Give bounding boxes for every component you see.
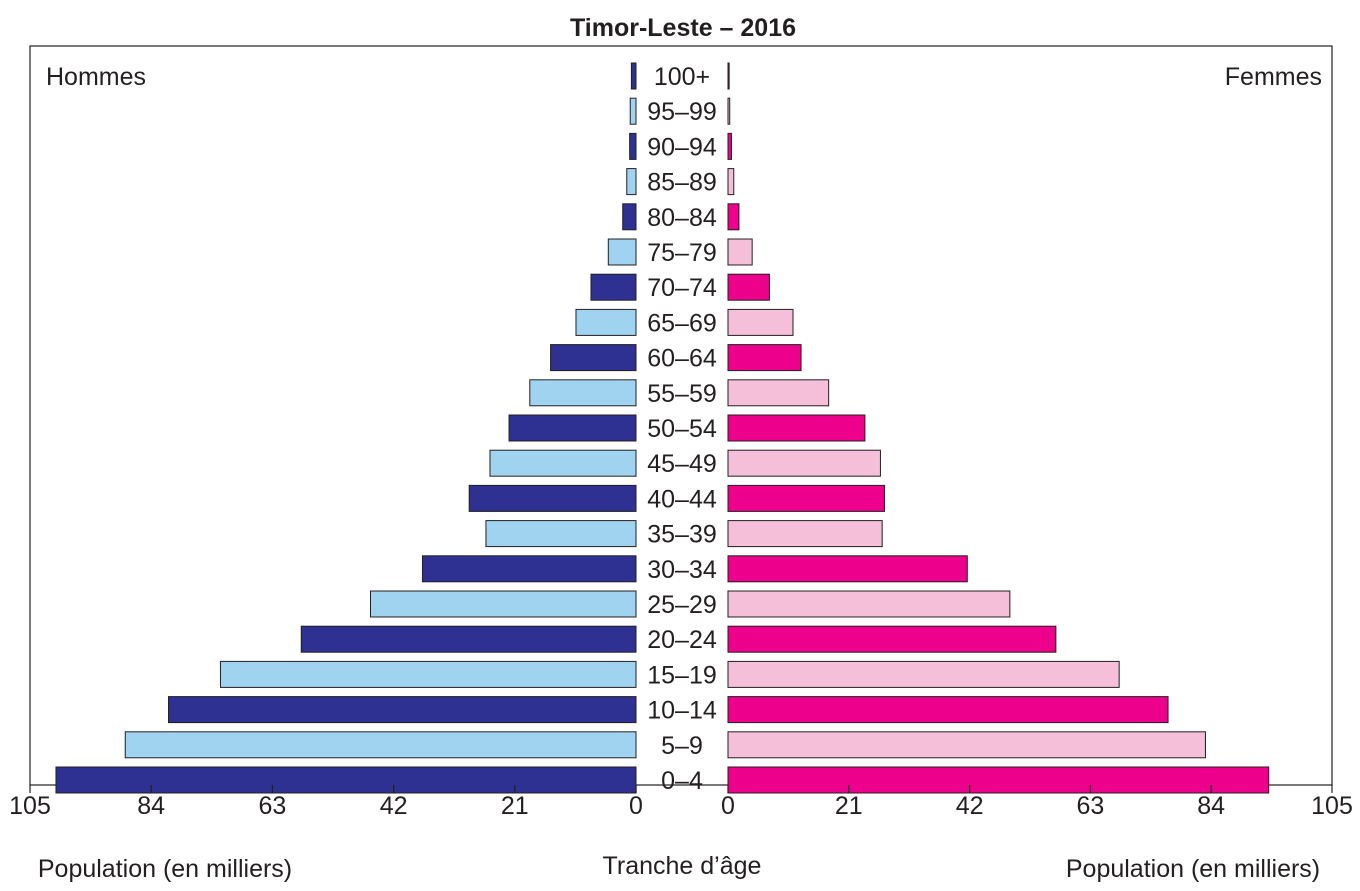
age-axis-label: Tranche d’âge bbox=[603, 852, 762, 880]
male-bar bbox=[630, 62, 637, 90]
male-bar bbox=[626, 168, 637, 196]
male-bar bbox=[485, 520, 637, 548]
right-tick-label: 42 bbox=[956, 792, 984, 820]
female-bar bbox=[727, 308, 794, 336]
female-bar bbox=[727, 414, 866, 442]
age-group-label: 90–94 bbox=[647, 133, 717, 161]
male-bar bbox=[550, 344, 637, 372]
male-bar bbox=[219, 660, 637, 688]
right-tick-label: 21 bbox=[835, 792, 863, 820]
left-tick-label: 42 bbox=[380, 792, 408, 820]
age-group-label: 55–59 bbox=[647, 380, 717, 408]
male-bar bbox=[607, 238, 637, 266]
age-group-label: 0–4 bbox=[661, 767, 703, 795]
age-group-label: 45–49 bbox=[647, 450, 717, 478]
female-bar bbox=[727, 555, 968, 583]
age-group-label: 100+ bbox=[654, 63, 710, 91]
x-axis-ticks: 105 84 63 42 21 0 0 21 42 63 84 105 bbox=[9, 785, 1353, 820]
age-group-label: 60–64 bbox=[647, 345, 717, 373]
male-bars bbox=[55, 62, 637, 794]
male-bar bbox=[575, 308, 637, 336]
female-bar bbox=[727, 696, 1169, 724]
age-group-label: 75–79 bbox=[647, 239, 717, 267]
age-group-label: 85–89 bbox=[647, 169, 717, 197]
female-bar bbox=[727, 97, 731, 125]
male-panel-label: Hommes bbox=[46, 63, 146, 91]
left-tick-label: 21 bbox=[501, 792, 529, 820]
male-bar bbox=[629, 97, 637, 125]
female-bar bbox=[727, 625, 1057, 653]
age-group-label: 80–84 bbox=[647, 204, 717, 232]
female-bar bbox=[727, 484, 885, 512]
right-tick-label: 63 bbox=[1076, 792, 1104, 820]
age-group-label: 50–54 bbox=[647, 415, 717, 443]
male-bar bbox=[300, 625, 637, 653]
male-bar bbox=[421, 555, 637, 583]
age-group-label: 40–44 bbox=[647, 485, 717, 513]
plot-border bbox=[29, 45, 1333, 786]
age-group-label: 10–14 bbox=[647, 697, 717, 725]
age-group-label: 70–74 bbox=[647, 274, 717, 302]
right-tick-label: 84 bbox=[1197, 792, 1225, 820]
female-bar bbox=[727, 62, 730, 90]
male-bar bbox=[55, 766, 637, 794]
female-bar bbox=[727, 238, 753, 266]
left-tick-label: 0 bbox=[629, 792, 643, 820]
age-group-label: 25–29 bbox=[647, 591, 717, 619]
left-tick-label: 105 bbox=[9, 792, 51, 820]
age-group-label: 5–9 bbox=[661, 732, 703, 760]
female-bar bbox=[727, 273, 770, 301]
right-tick-label: 0 bbox=[721, 792, 735, 820]
male-bar bbox=[124, 731, 637, 759]
male-bar bbox=[508, 414, 637, 442]
female-bar bbox=[727, 203, 740, 231]
female-bar bbox=[727, 379, 830, 407]
age-group-labels: 100+ 95–99 90–94 85–89 80–84 75–79 70–74 65–69 6… bbox=[647, 63, 717, 795]
left-tick-label: 84 bbox=[137, 792, 165, 820]
female-bar bbox=[727, 168, 735, 196]
male-bar bbox=[468, 484, 637, 512]
male-bar bbox=[370, 590, 637, 618]
age-group-label: 30–34 bbox=[647, 556, 717, 584]
x-axis-label-right: Population (en milliers) bbox=[1066, 855, 1320, 883]
female-panel-label: Femmes bbox=[1225, 63, 1322, 91]
male-bar bbox=[622, 203, 637, 231]
male-bar bbox=[529, 379, 637, 407]
female-bar bbox=[727, 590, 1011, 618]
right-tick-label: 105 bbox=[1311, 792, 1353, 820]
age-group-label: 35–39 bbox=[647, 521, 717, 549]
female-bar bbox=[727, 132, 732, 160]
male-bar bbox=[590, 273, 637, 301]
female-bar bbox=[727, 660, 1120, 688]
female-bar bbox=[727, 520, 883, 548]
female-bars bbox=[727, 62, 1270, 794]
age-group-label: 20–24 bbox=[647, 626, 717, 654]
left-tick-label: 63 bbox=[258, 792, 286, 820]
male-bar bbox=[629, 132, 637, 160]
chart-title: Timor-Leste – 2016 bbox=[570, 14, 796, 42]
female-bar bbox=[727, 449, 881, 477]
age-group-label: 95–99 bbox=[647, 98, 717, 126]
age-group-label: 15–19 bbox=[647, 661, 717, 689]
female-bar bbox=[727, 344, 802, 372]
male-bar bbox=[168, 696, 637, 724]
female-bar bbox=[727, 766, 1270, 794]
female-bar bbox=[727, 731, 1206, 759]
age-group-label: 65–69 bbox=[647, 309, 717, 337]
x-axis-label-left: Population (en milliers) bbox=[38, 855, 292, 883]
male-bar bbox=[489, 449, 637, 477]
